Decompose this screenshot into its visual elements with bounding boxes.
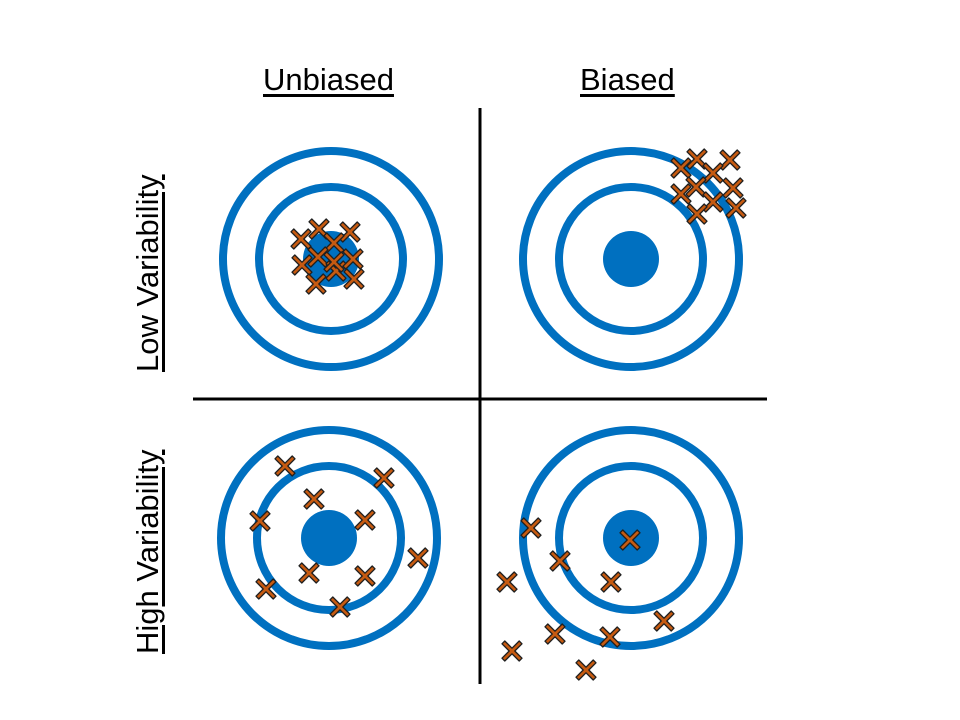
outer-ring — [219, 147, 443, 371]
x-mark-icon — [291, 254, 313, 276]
x-mark-icon — [501, 640, 523, 662]
x-mark-icon — [249, 510, 271, 532]
x-mark-icon — [274, 455, 296, 477]
x-mark-icon — [329, 596, 351, 618]
x-mark-icon — [496, 571, 518, 593]
x-mark-icon — [303, 488, 325, 510]
outer-ring — [217, 426, 441, 650]
x-mark-icon — [520, 517, 542, 539]
x-mark-icon — [722, 177, 744, 199]
bullseye — [603, 231, 659, 287]
markers-unbiased-high-variability — [249, 455, 429, 618]
x-mark-icon — [544, 623, 566, 645]
outer-ring — [519, 147, 743, 371]
x-mark-icon — [354, 565, 376, 587]
x-mark-icon — [600, 571, 622, 593]
column-header-unbiased: Unbiased — [263, 62, 394, 97]
inner-ring — [253, 462, 405, 614]
x-mark-icon — [373, 467, 395, 489]
bullseye — [301, 510, 357, 566]
x-mark-icon — [599, 626, 621, 648]
x-mark-icon — [298, 562, 320, 584]
markers-biased-low-variability — [670, 148, 747, 225]
x-mark-icon — [407, 547, 429, 569]
target-biased-low-variability — [519, 147, 743, 371]
column-header-biased: Biased — [580, 62, 675, 97]
x-mark-icon — [323, 251, 345, 273]
x-mark-icon — [619, 529, 641, 551]
x-mark-icon — [305, 273, 327, 295]
x-mark-icon — [255, 578, 277, 600]
inner-ring — [555, 462, 707, 614]
x-mark-icon — [670, 157, 692, 179]
x-mark-icon — [653, 610, 675, 632]
x-mark-icon — [549, 550, 571, 572]
inner-ring — [255, 183, 407, 335]
inner-ring — [555, 183, 707, 335]
x-mark-icon — [342, 248, 364, 270]
x-mark-icon — [719, 149, 741, 171]
markers-unbiased-low-variability — [290, 218, 365, 295]
x-mark-icon — [725, 197, 747, 219]
x-mark-icon — [290, 228, 312, 250]
x-mark-icon — [354, 509, 376, 531]
x-mark-icon — [343, 268, 365, 290]
x-mark-icon — [670, 183, 692, 205]
x-mark-icon — [686, 203, 708, 225]
markers-biased-high-variability — [496, 517, 675, 681]
target-unbiased-high-variability — [217, 426, 441, 650]
x-mark-icon — [575, 659, 597, 681]
